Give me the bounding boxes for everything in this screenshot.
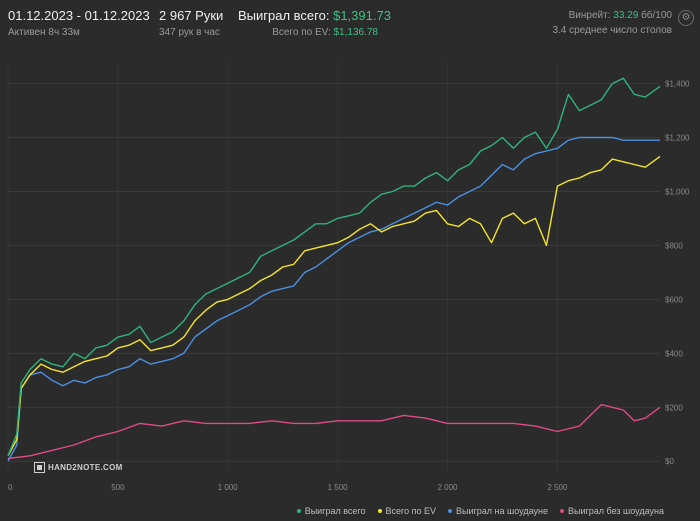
y-axis: $0 $200 $400 $600 $800 $1,000 $1,200 $1,400: [665, 80, 690, 467]
chart-legend: Выиграл всего Всего по EV Выиграл на шоуда…: [296, 506, 664, 516]
session-info: 01.12.2023 - 01.12.2023 Активен 8ч 33м: [8, 8, 150, 38]
y-tick-label: $600: [665, 295, 683, 304]
x-tick-label: 0: [8, 483, 13, 492]
legend-item-3[interactable]: Выиграл без шоудауна: [560, 506, 664, 516]
series-line-2: [7, 136, 660, 462]
hands-count: 2 967 Руки: [159, 8, 224, 23]
legend-label: Выиграл всего: [304, 506, 366, 516]
gear-icon[interactable]: ⚙: [678, 10, 694, 26]
x-tick-label: 500: [111, 483, 125, 492]
x-tick-label: 2 000: [437, 483, 458, 492]
legend-dot-icon: [377, 509, 382, 513]
x-axis: 0 500 1 000 1 500 2 000 2 500: [8, 483, 568, 492]
hand2note-logo: HAND2NOTE.COM: [34, 462, 123, 473]
y-tick-label: $1,200: [665, 134, 690, 143]
legend-item-0[interactable]: Выиграл всего: [296, 506, 366, 516]
won-value: $1,391.73: [333, 8, 391, 23]
ev-value: $1,136.78: [333, 27, 379, 38]
won-label: Выиграл всего:: [238, 8, 330, 23]
y-tick-label: $0: [665, 457, 674, 466]
x-tick-label: 1 000: [218, 483, 239, 492]
winrate-label: Винрейт:: [568, 10, 611, 21]
legend-label: Выиграл на шоудауне: [456, 506, 548, 516]
x-tick-label: 1 500: [328, 483, 349, 492]
series-line-0: [7, 77, 661, 457]
legend-item-1[interactable]: Всего по EV: [377, 506, 437, 516]
winrate-info: Винрейт: 33.29 бб/100 3.4 среднее число …: [502, 8, 672, 36]
legend-label: Всего по EV: [385, 506, 437, 516]
x-tick-label: 2 500: [547, 483, 568, 492]
y-tick-label: $200: [665, 403, 683, 412]
logo-icon: [34, 462, 45, 473]
series-line-3: [7, 403, 661, 460]
legend-item-2[interactable]: Выиграл на шоудауне: [448, 506, 548, 516]
logo-text: HAND2NOTE.COM: [48, 463, 123, 472]
legend-dot-icon: [560, 509, 564, 513]
won-info: Выиграл всего: $1,391.73 Всего по EV: $1…: [238, 8, 391, 38]
legend-dot-icon: [296, 509, 301, 513]
hands-info: 2 967 Руки 347 рук в час: [159, 8, 223, 38]
y-tick-label: $1,000: [665, 187, 690, 196]
chart-grid: [7, 62, 660, 472]
date-range: 01.12.2023 - 01.12.2023: [8, 8, 150, 23]
y-tick-label: $1,400: [665, 80, 690, 89]
series-line-1: [7, 155, 661, 457]
hands-per-hour: 347 рук в час: [159, 27, 220, 38]
avg-tables: 3.4 среднее число столов: [552, 25, 672, 36]
chart-lines: [7, 77, 661, 462]
y-tick-label: $400: [665, 349, 683, 358]
ev-label: Всего по EV:: [272, 27, 331, 38]
legend-label: Выиграл без шоудауна: [568, 506, 664, 516]
active-time: Активен 8ч 33м: [8, 27, 80, 38]
legend-dot-icon: [448, 509, 453, 513]
winrate-value: 33.29: [613, 10, 639, 21]
stats-header: 01.12.2023 - 01.12.2023 Активен 8ч 33м 2…: [0, 0, 700, 60]
winrate-suffix: бб/100: [641, 10, 672, 21]
y-tick-label: $800: [665, 241, 683, 250]
